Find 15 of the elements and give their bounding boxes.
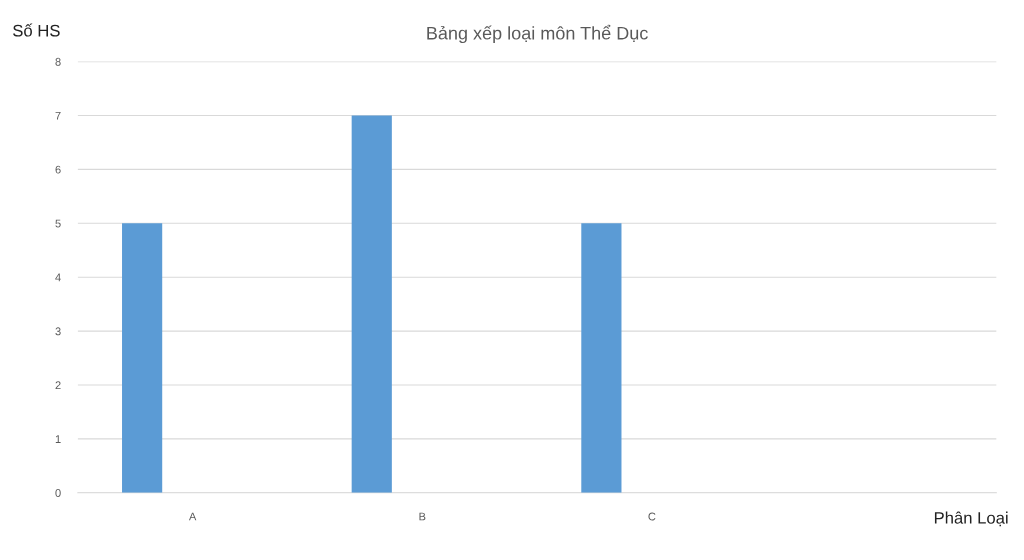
y-tick-label: 1 [55, 435, 61, 443]
y-tick-label: 2 [55, 381, 61, 390]
x-tick-label: C [648, 512, 656, 521]
x-tick-label: B [419, 512, 426, 521]
x-axis-title: Phân Loại [934, 511, 1008, 527]
y-tick-label: 8 [55, 57, 61, 66]
y-tick-label: 7 [55, 111, 61, 120]
y-tick-label: 0 [55, 489, 61, 497]
y-tick-label: 6 [55, 165, 61, 174]
chart-title: Bảng xếp loại môn Thể Dục [427, 24, 648, 44]
y-axis-title: Số HS [13, 23, 60, 37]
y-tick-label: 5 [55, 219, 61, 228]
y-tick-label: 4 [55, 273, 61, 282]
y-tick-label: 3 [55, 327, 61, 336]
x-tick-label: A [188, 512, 197, 521]
